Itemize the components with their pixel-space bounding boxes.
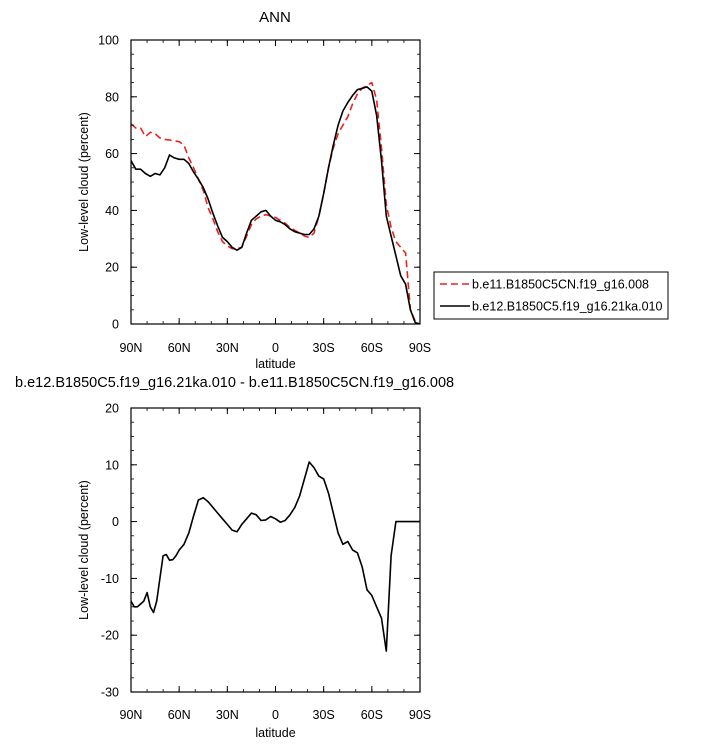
bottom-panel: b.e12.B1850C5.f19_g16.21ka.010 - b.e11.B…	[15, 375, 454, 740]
x-tick-label: 60N	[168, 708, 191, 722]
y-tick-label: 80	[105, 90, 119, 104]
y-tick-label: 0	[112, 515, 119, 529]
x-tick-label: 90N	[120, 341, 143, 355]
x-tick-label: 90S	[409, 341, 431, 355]
legend-label-1: b.e12.B1850C5.f19_g16.21ka.010	[472, 300, 662, 314]
y-tick-label: 40	[105, 204, 119, 218]
y-tick-label: -30	[101, 686, 119, 700]
y-tick-label: -10	[101, 572, 119, 586]
x-axis-label: latitude	[255, 357, 295, 371]
x-tick-label: 90N	[120, 708, 143, 722]
series-line-1	[131, 86, 420, 324]
y-tick-label: 20	[105, 261, 119, 275]
y-tick-label: 100	[98, 34, 119, 48]
y-axis-label: Low-level cloud (percent)	[77, 112, 91, 252]
x-tick-label: 30N	[216, 708, 239, 722]
chart-title: ANN	[259, 9, 291, 26]
chart-title: b.e12.B1850C5.f19_g16.21ka.010 - b.e11.B…	[15, 375, 454, 391]
x-axis-label: latitude	[255, 726, 295, 740]
x-tick-label: 30S	[313, 341, 335, 355]
legend-box	[433, 271, 669, 320]
y-axis-label: Low-level cloud (percent)	[77, 480, 91, 620]
series-line-0	[131, 81, 420, 324]
x-tick-label: 30S	[313, 708, 335, 722]
series-line-0	[131, 461, 420, 652]
legend: b.e11.B1850C5CN.f19_g16.008 b.e12.B1850C5…	[433, 271, 669, 320]
x-tick-label: 30N	[216, 341, 239, 355]
y-tick-label: 0	[112, 318, 119, 332]
x-tick-label: 90S	[409, 708, 431, 722]
legend-label-0: b.e11.B1850C5CN.f19_g16.008	[472, 278, 649, 292]
y-tick-label: -20	[101, 629, 119, 643]
y-tick-label: 20	[105, 402, 119, 416]
plot-frame	[130, 39, 421, 325]
y-tick-label: 60	[105, 147, 119, 161]
y-tick-label: 10	[105, 458, 119, 472]
x-tick-label: 0	[272, 708, 279, 722]
plot-frame	[130, 407, 421, 693]
top-panel: ANN 0 20 40 60 80 100 90N 60N 30N 0 30S 60S 90S latitu…	[77, 9, 669, 371]
x-tick-label: 60N	[168, 341, 191, 355]
x-tick-label: 60S	[361, 341, 383, 355]
x-tick-label: 0	[272, 341, 279, 355]
x-tick-label: 60S	[361, 708, 383, 722]
